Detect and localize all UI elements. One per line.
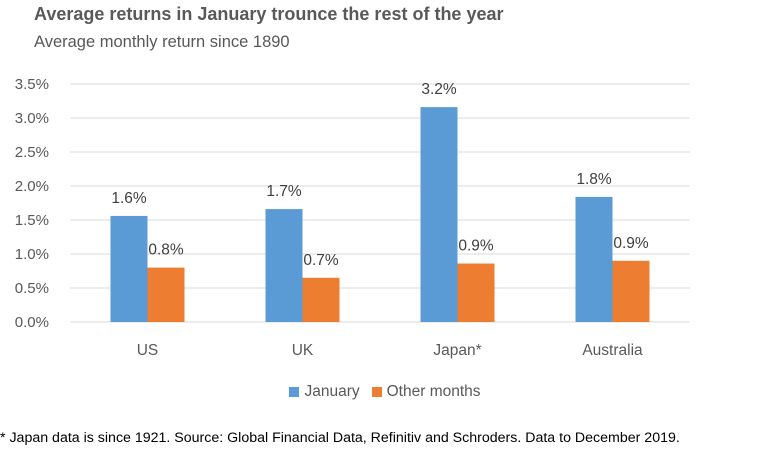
legend-swatch-other-months: [371, 387, 382, 397]
bar-other-months-japan: [457, 263, 495, 322]
chart-title: Average returns in January trounce the r…: [34, 4, 504, 24]
data-labels: 1.6% 0.8% 1.7% 0.7% 3.2% 0.9% 1.8% 0.9%: [111, 81, 649, 269]
bars: [110, 107, 650, 323]
bar-other-months-australia: [612, 260, 650, 322]
y-tick-label: 2.0%: [15, 178, 49, 195]
data-label: 0.9%: [458, 238, 494, 255]
data-label: 0.7%: [303, 252, 339, 269]
legend-swatch-january: [289, 387, 300, 397]
data-label: 0.8%: [148, 242, 184, 259]
legend: January Other months: [0, 383, 770, 401]
x-axis-categories: US UK Japan* Australia: [137, 342, 643, 359]
bar-other-months-uk: [302, 277, 340, 322]
bar-january-japan: [420, 107, 458, 323]
y-axis-ticks: 0.0% 0.5% 1.0% 1.5% 2.0% 2.5% 3.0% 3.5%: [15, 76, 49, 331]
y-tick-label: 3.5%: [15, 76, 49, 93]
data-label: 1.8%: [576, 171, 612, 188]
bar-january-us: [110, 215, 148, 322]
legend-label-other-months: Other months: [386, 383, 481, 400]
chart-subtitle: Average monthly return since 1890: [34, 33, 290, 51]
x-category-label: UK: [292, 342, 314, 359]
data-label: 1.7%: [266, 183, 302, 200]
y-tick-label: 1.5%: [15, 212, 49, 229]
data-label: 3.2%: [421, 81, 457, 98]
y-tick-label: 1.0%: [15, 246, 49, 263]
y-tick-label: 0.5%: [15, 280, 49, 297]
legend-label-january: January: [304, 383, 360, 400]
legend-item-january: January: [289, 383, 360, 401]
data-label: 1.6%: [111, 190, 147, 207]
y-tick-label: 0.0%: [15, 314, 49, 331]
y-tick-label: 2.5%: [15, 144, 49, 161]
x-category-label: Australia: [582, 342, 643, 359]
y-tick-label: 3.0%: [15, 110, 49, 127]
footnote: * Japan data is since 1921. Source: Glob…: [0, 430, 680, 446]
x-category-label: US: [137, 342, 159, 359]
bar-january-uk: [265, 209, 303, 322]
bar-other-months-us: [147, 267, 185, 322]
legend-item-other-months: Other months: [371, 383, 481, 401]
data-label: 0.9%: [613, 235, 649, 252]
x-category-label: Japan*: [433, 342, 481, 359]
bar-january-australia: [575, 196, 613, 322]
